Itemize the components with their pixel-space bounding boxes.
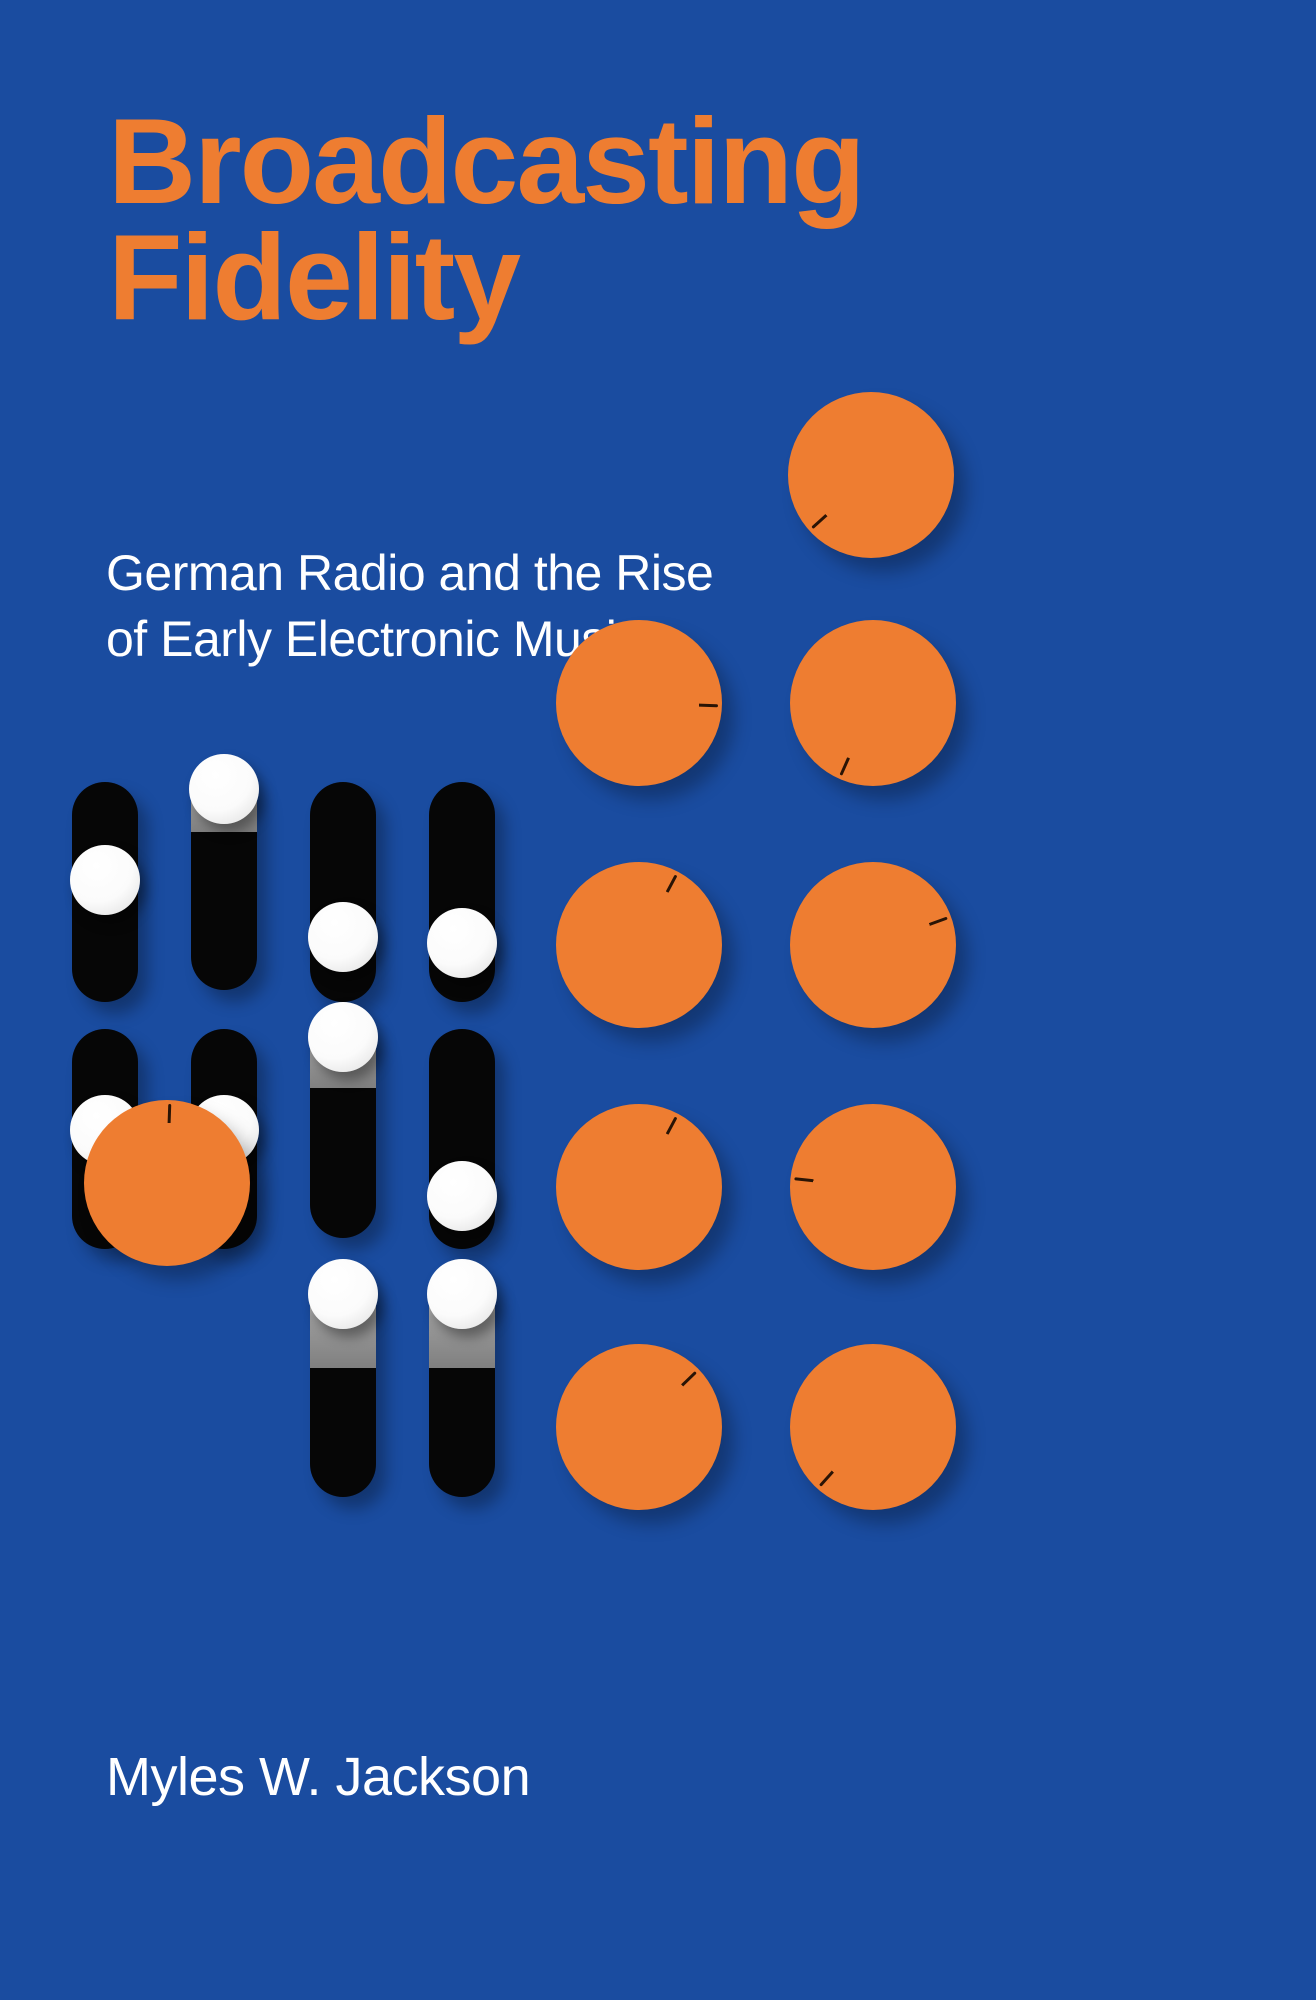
subtitle-line-2: of Early Electronic Music — [106, 611, 641, 667]
dial-indicator-mark — [811, 473, 873, 529]
fader-slider[interactable] — [189, 754, 259, 990]
book-title: Broadcasting Fidelity — [108, 93, 1108, 345]
title-line-2: Fidelity — [108, 208, 521, 345]
book-author: Myles W. Jackson — [106, 1747, 531, 1807]
fader-slider[interactable] — [308, 1002, 378, 1238]
fader-slider[interactable] — [308, 1259, 378, 1497]
fader-slider[interactable] — [427, 1029, 497, 1249]
title-line-1: Broadcasting — [108, 93, 866, 229]
dial-indicator-mark — [819, 1425, 875, 1487]
fader-slider[interactable] — [427, 1259, 497, 1497]
rotary-dial[interactable] — [790, 1104, 956, 1270]
rotary-dial[interactable] — [788, 392, 954, 558]
rotary-dial[interactable] — [84, 1100, 250, 1266]
rotary-dial[interactable] — [556, 1344, 722, 1510]
rotary-dial[interactable] — [556, 1104, 722, 1270]
fader-knob[interactable] — [189, 754, 259, 824]
dial-indicator-mark — [872, 916, 948, 947]
rotary-dial[interactable] — [556, 862, 722, 1028]
fader-slider[interactable] — [427, 782, 497, 1002]
fader-knob[interactable] — [427, 1161, 497, 1231]
dial-indicator-mark — [637, 1116, 678, 1188]
fader-knob[interactable] — [308, 1259, 378, 1329]
dial-indicator-mark — [165, 1103, 172, 1184]
book-subtitle: German Radio and the Rise of Early Elect… — [106, 540, 886, 672]
fader-slider[interactable] — [70, 782, 140, 1002]
fader-knob[interactable] — [427, 908, 497, 978]
rotary-dial[interactable] — [556, 620, 722, 786]
dial-indicator-mark — [637, 874, 678, 946]
fader-knob[interactable] — [308, 902, 378, 972]
fader-knob[interactable] — [308, 1002, 378, 1072]
rotary-dial[interactable] — [790, 1344, 956, 1510]
dial-indicator-mark — [637, 1371, 697, 1429]
rotary-dial[interactable] — [790, 862, 956, 1028]
dial-indicator-mark — [794, 1177, 874, 1189]
subtitle-line-1: German Radio and the Rise — [106, 545, 714, 601]
fader-knob[interactable] — [70, 845, 140, 915]
dial-indicator-mark — [839, 702, 875, 776]
fader-knob[interactable] — [427, 1259, 497, 1329]
fader-slider[interactable] — [308, 782, 378, 1002]
rotary-dial[interactable] — [790, 620, 956, 786]
dial-indicator-mark — [638, 701, 719, 708]
